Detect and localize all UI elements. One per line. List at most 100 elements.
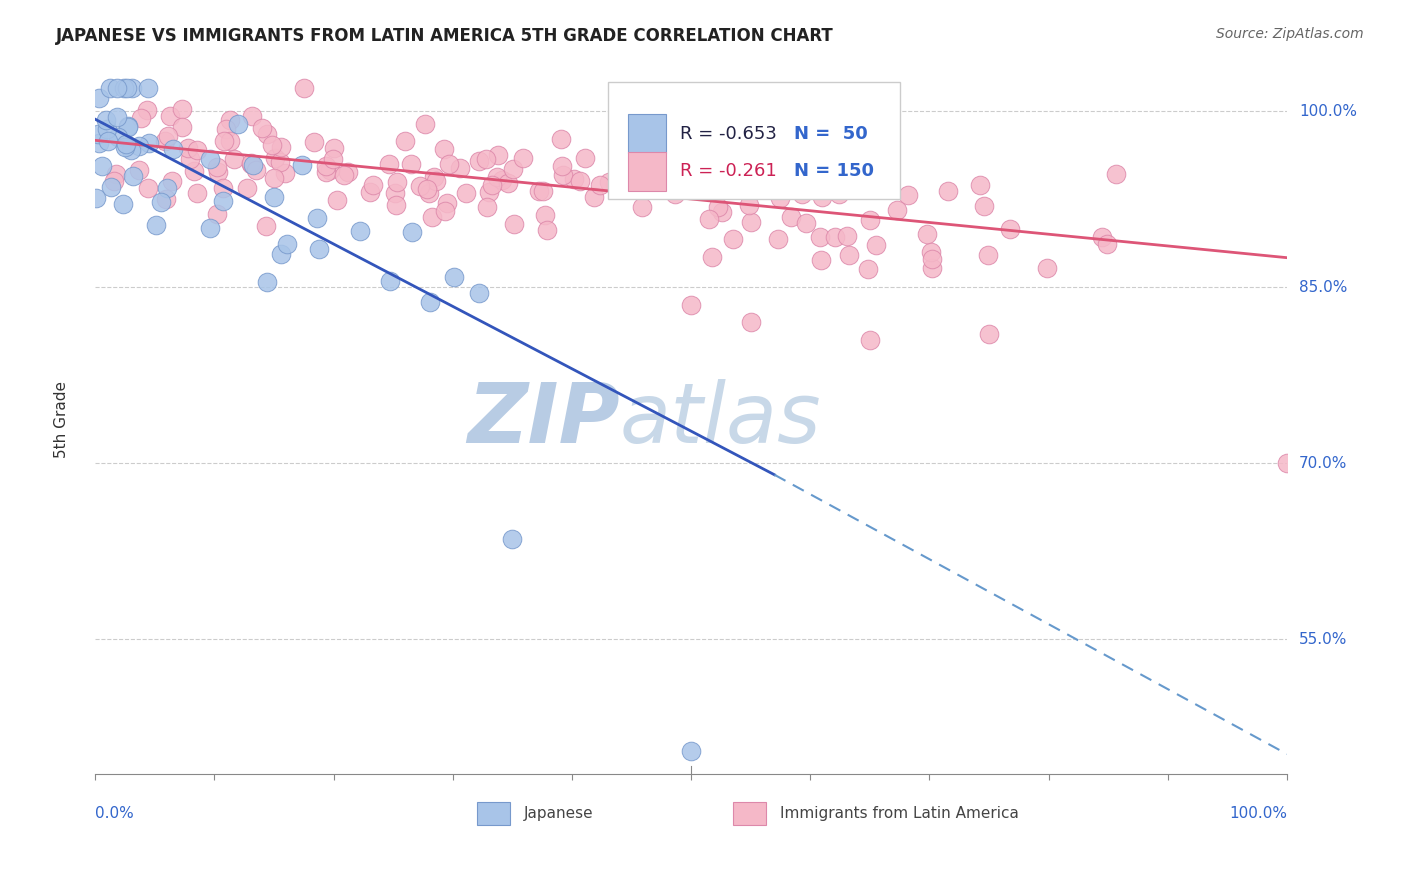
Point — [859, 333, 882, 347]
Point — [177, 140, 200, 154]
Point — [315, 159, 337, 173]
Point — [333, 168, 356, 182]
Point — [96, 122, 118, 136]
Point — [468, 285, 491, 300]
Point — [1097, 236, 1119, 251]
Point — [686, 181, 709, 195]
Point — [416, 181, 439, 195]
Point — [456, 186, 478, 201]
Point — [326, 193, 349, 207]
Point — [198, 221, 221, 235]
Point — [502, 162, 524, 177]
Point — [423, 170, 446, 185]
Point — [740, 214, 762, 228]
Text: 70.0%: 70.0% — [1299, 456, 1347, 471]
Point — [198, 152, 221, 166]
Point — [920, 244, 942, 259]
Point — [501, 533, 523, 547]
Text: JAPANESE VS IMMIGRANTS FROM LATIN AMERICA 5TH GRADE CORRELATION CHART: JAPANESE VS IMMIGRANTS FROM LATIN AMERIC… — [56, 27, 834, 45]
Point — [211, 181, 233, 195]
Point — [115, 137, 138, 152]
Point — [384, 198, 406, 212]
Point — [156, 181, 179, 195]
Point — [700, 250, 723, 264]
Point — [394, 134, 416, 148]
Point — [936, 184, 959, 198]
Point — [117, 120, 139, 134]
Point — [443, 270, 465, 285]
Point — [529, 184, 551, 198]
Point — [613, 160, 636, 174]
Point — [263, 171, 285, 186]
Point — [419, 295, 441, 310]
Point — [256, 275, 278, 289]
Point — [1105, 167, 1128, 181]
Point — [129, 112, 152, 126]
Point — [378, 156, 401, 170]
Point — [589, 178, 612, 193]
Point — [105, 80, 128, 95]
Point — [205, 207, 228, 221]
Text: N = 150: N = 150 — [793, 162, 873, 180]
Point — [808, 230, 831, 244]
Point — [824, 229, 846, 244]
Point — [681, 743, 703, 757]
Point — [186, 143, 208, 157]
Point — [270, 247, 292, 261]
Point — [769, 191, 792, 205]
Point — [780, 210, 803, 224]
Text: N =  50: N = 50 — [793, 125, 868, 143]
Point — [263, 190, 285, 204]
Point — [254, 219, 277, 234]
Point — [973, 199, 995, 213]
Point — [707, 200, 730, 214]
Point — [359, 185, 381, 199]
Point — [425, 174, 447, 188]
Point — [91, 159, 114, 173]
Point — [512, 151, 534, 165]
Point — [136, 80, 159, 95]
Point — [673, 114, 696, 128]
Point — [875, 173, 897, 187]
Point — [481, 178, 503, 193]
Point — [159, 109, 181, 123]
Point — [186, 186, 208, 200]
Point — [491, 173, 513, 187]
Point — [236, 180, 259, 194]
Point — [98, 80, 121, 95]
Point — [921, 260, 943, 275]
Bar — [628, 152, 666, 191]
Text: 5th Grade: 5th Grade — [55, 381, 69, 458]
Point — [865, 238, 887, 252]
Point — [439, 157, 461, 171]
Point — [413, 118, 436, 132]
Point — [408, 178, 430, 193]
Point — [838, 248, 860, 262]
Point — [468, 153, 491, 168]
Point — [574, 151, 596, 165]
Point — [150, 195, 173, 210]
Point — [239, 155, 262, 169]
Point — [120, 143, 142, 157]
Point — [610, 161, 633, 175]
Point — [349, 224, 371, 238]
Point — [122, 169, 145, 183]
Point — [302, 135, 325, 149]
Point — [183, 164, 205, 178]
Point — [128, 139, 150, 153]
Point — [721, 232, 744, 246]
Point — [138, 181, 160, 195]
Point — [111, 196, 134, 211]
Point — [502, 217, 524, 231]
Point — [977, 247, 1000, 261]
Point — [87, 91, 110, 105]
Point — [104, 167, 127, 181]
Point — [305, 211, 328, 225]
Point — [264, 151, 287, 165]
Text: ZIP: ZIP — [467, 378, 620, 459]
Point — [977, 326, 1000, 341]
Point — [434, 204, 457, 219]
Point — [1000, 222, 1022, 236]
Text: 100.0%: 100.0% — [1229, 806, 1286, 821]
Point — [551, 159, 574, 173]
